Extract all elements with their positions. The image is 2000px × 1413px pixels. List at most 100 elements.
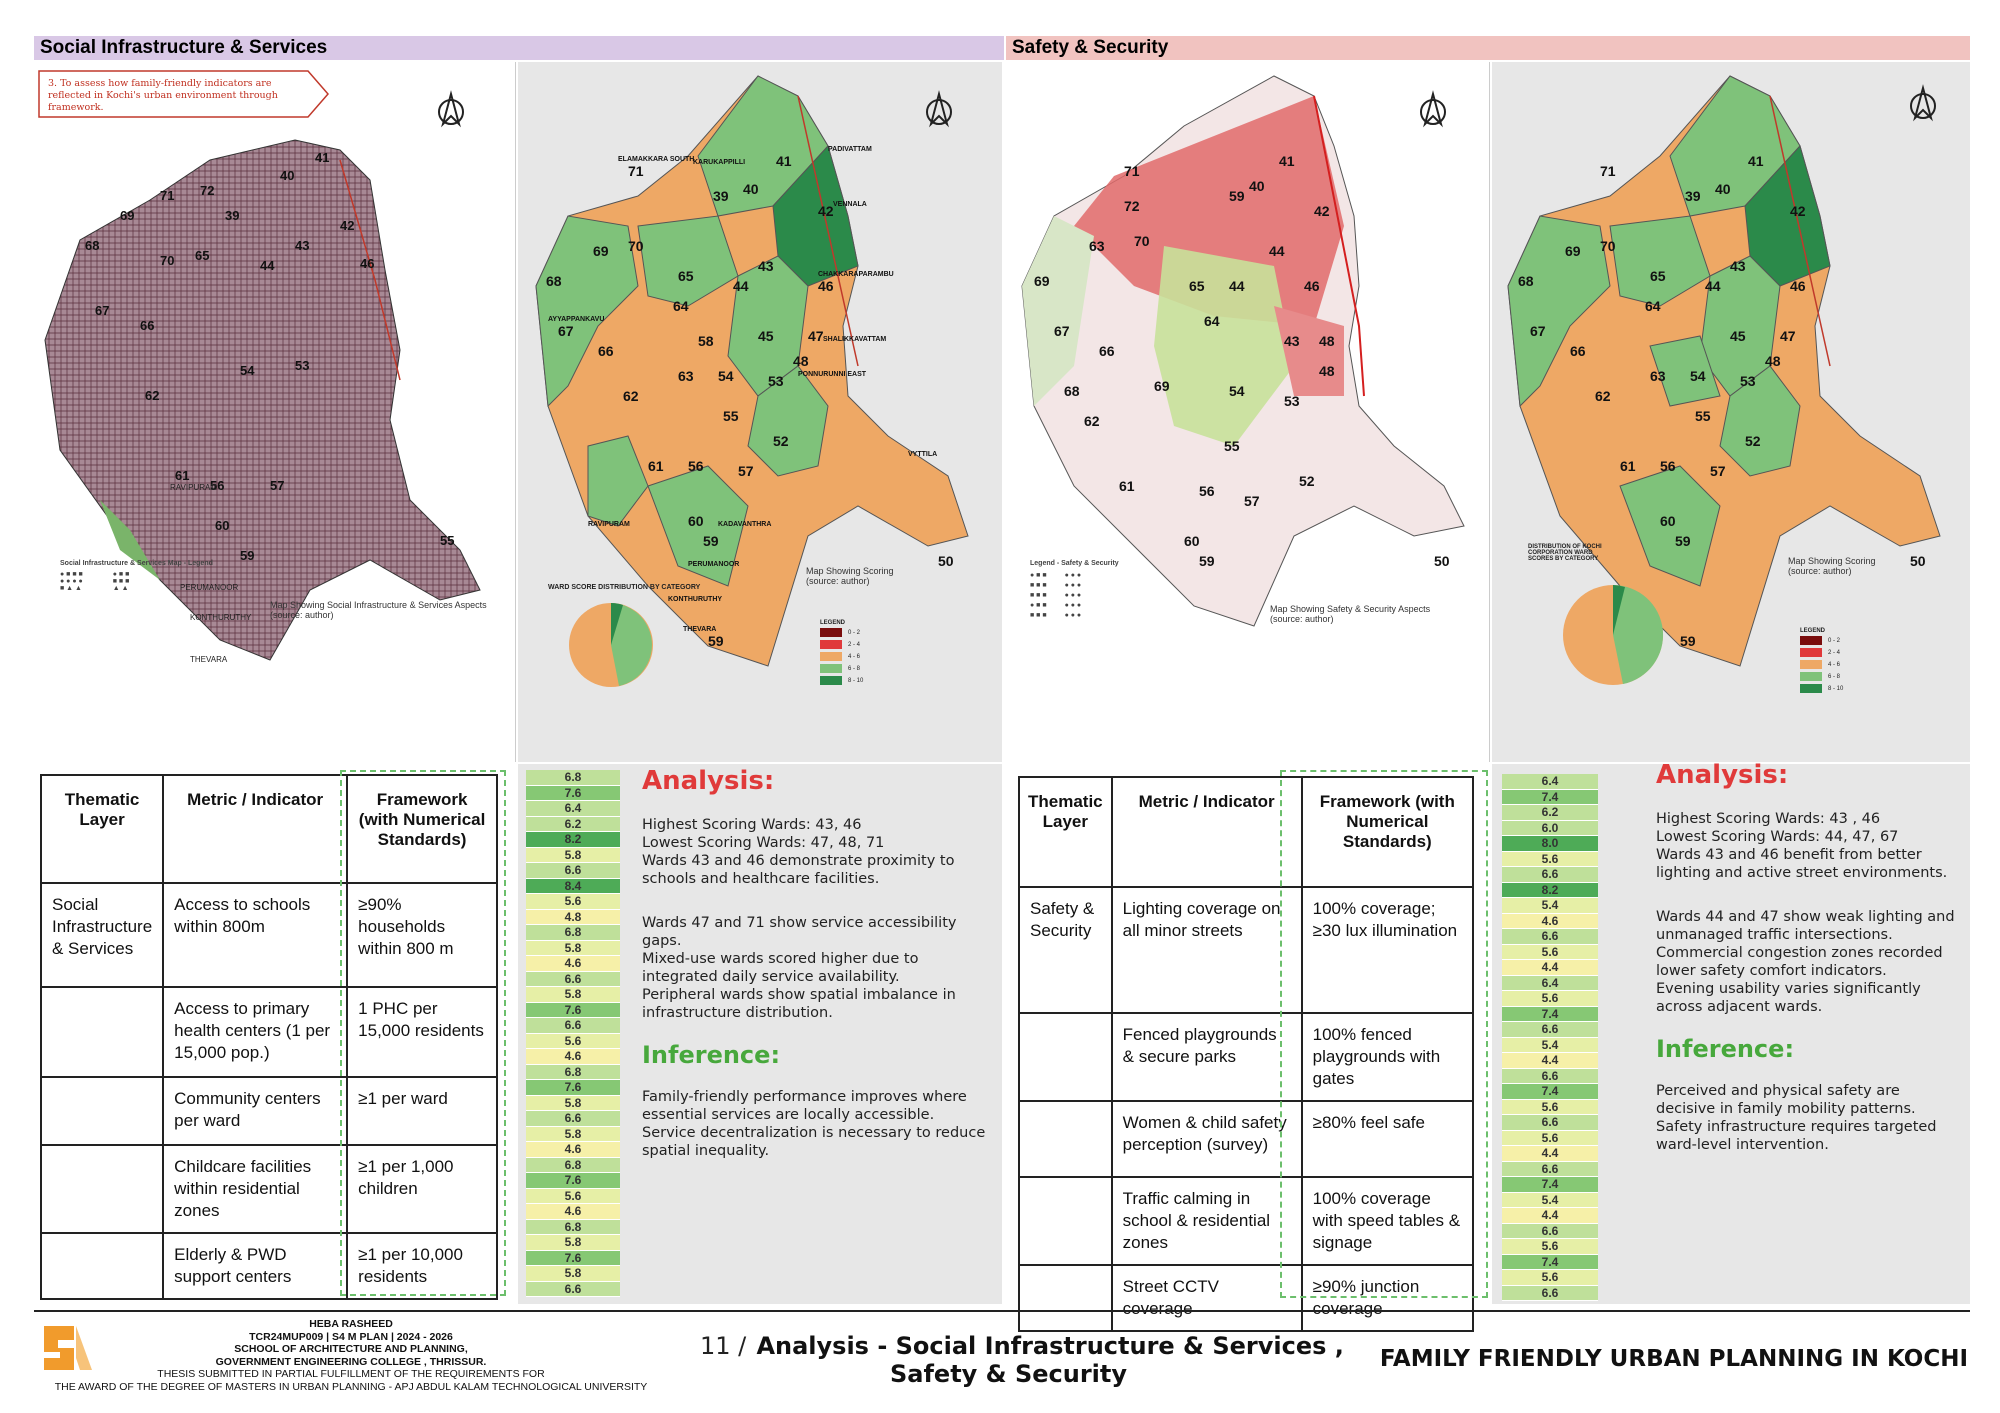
svg-text:64: 64 (673, 298, 689, 314)
ward-score-cell: 6.4 (526, 801, 620, 817)
table-row: Social Infrastructure & Services Access t… (39, 882, 498, 988)
ward-score-cell: 5.4 (1502, 1192, 1598, 1208)
ward-score-cell: 4.4 (1502, 960, 1598, 976)
svg-text:43: 43 (295, 238, 309, 253)
legend-label: 4 - 6 (1828, 661, 1841, 668)
legend-label: 2 - 4 (1828, 649, 1841, 656)
ward-score-cell: 5.6 (526, 1033, 620, 1049)
svg-text:52: 52 (1745, 433, 1761, 449)
svg-text:42: 42 (340, 218, 354, 233)
analysis-paragraph: Wards 44 and 47 show weak lighting and u… (1656, 909, 1955, 1015)
svg-text:46: 46 (1790, 278, 1806, 294)
north-arrow-icon (1420, 90, 1446, 128)
footer-author-block: HEBA RASHEED TCR24MUP009 | S4 M PLAN | 2… (36, 1318, 666, 1393)
table-row: Childcare facilities within residential … (39, 1144, 498, 1234)
svg-text:57: 57 (1244, 493, 1260, 509)
svg-text:40: 40 (743, 181, 759, 197)
svg-text:60: 60 (688, 513, 704, 529)
ward-score-cell: 5.6 (1502, 1270, 1598, 1286)
table-header: Framework (with Numerical Standards) (346, 774, 498, 884)
ward-score-cell: 5.8 (526, 987, 620, 1003)
ward-score-cell: 6.6 (526, 863, 620, 879)
svg-text:70: 70 (628, 238, 644, 254)
legend-label: 0 - 2 (848, 629, 861, 636)
ward-score-cell: 6.6 (526, 971, 620, 987)
safety-map-caption: Map Showing Safety & Security Aspects (s… (1270, 604, 1431, 624)
ward-score-cell: 6.8 (526, 1157, 620, 1173)
svg-text:48: 48 (1319, 333, 1335, 349)
svg-text:41: 41 (315, 150, 329, 165)
svg-text:68: 68 (1518, 273, 1534, 289)
svg-text:72: 72 (200, 183, 214, 198)
svg-text:40: 40 (280, 168, 294, 183)
social-map-legend: Social Infrastructure & Services Map - L… (60, 560, 300, 592)
page-title: 11 / Analysis - Social Infrastructure & … (700, 1332, 1344, 1388)
svg-text:67: 67 (1054, 323, 1070, 339)
ward-scores-safety: 6.4 7.4 6.2 6.0 8.0 5.6 6.6 8.2 5.4 4.6 6.6 5.6 4.4 6… (1502, 774, 1598, 1301)
ward-score-cell: 4.8 (526, 909, 620, 925)
svg-text:THEVARA: THEVARA (190, 655, 228, 664)
svg-text:39: 39 (225, 208, 239, 223)
svg-text:59: 59 (240, 548, 254, 563)
svg-text:45: 45 (1730, 328, 1746, 344)
ward-score-cell: 6.6 (1502, 1223, 1598, 1239)
callout-arrow-box (38, 70, 329, 118)
svg-text:RAVIPURAM: RAVIPURAM (170, 483, 217, 492)
svg-text:47: 47 (1780, 328, 1796, 344)
svg-text:48: 48 (1319, 363, 1335, 379)
section-bar-safety: Safety & Security (1006, 36, 1970, 60)
svg-text:69: 69 (120, 208, 134, 223)
ward-score-cell: 6.6 (1502, 1161, 1598, 1177)
analysis-paragraph: Highest Scoring Wards: 43 , 46 Lowest Sc… (1656, 811, 1948, 881)
svg-text:54: 54 (1690, 368, 1706, 384)
svg-text:69: 69 (1565, 243, 1581, 259)
ward-score-cell: 7.6 (526, 785, 620, 801)
score-legend-left: LEGEND 0 - 2 2 - 4 4 - 6 6 - 8 8 - 10 (820, 620, 863, 688)
author-name: HEBA RASHEED (309, 1318, 393, 1330)
svg-text:42: 42 (1314, 203, 1330, 219)
legend-swatch (1800, 636, 1822, 645)
social-infrastructure-map: 40 41 42 43 44 46 70 65 68 69 67 66 54 53 62 61 56 5… (44, 139, 481, 664)
page-title-line2: Safety & Security (890, 1360, 1128, 1388)
svg-text:SHALIKKAVATTAM: SHALIKKAVATTAM (823, 336, 886, 343)
svg-text:66: 66 (1099, 343, 1115, 359)
svg-text:CHAKKARAPARAMBU: CHAKKARAPARAMBU (818, 271, 894, 278)
svg-text:41: 41 (776, 153, 792, 169)
score-legend-right: LEGEND 0 - 2 2 - 4 4 - 6 6 - 8 8 - 10 (1800, 628, 1843, 696)
svg-text:43: 43 (758, 258, 774, 274)
svg-text:46: 46 (818, 278, 834, 294)
svg-text:AYYAPPANKAVU: AYYAPPANKAVU (548, 316, 604, 323)
svg-text:64: 64 (1204, 313, 1220, 329)
legend-label: 0 - 2 (1828, 637, 1841, 644)
svg-text:39: 39 (713, 188, 729, 204)
ward-score-cell: 5.6 (1502, 1099, 1598, 1115)
student-id: TCR24MUP009 | S4 M PLAN | 2024 - 2026 (249, 1330, 453, 1343)
svg-text:65: 65 (195, 248, 209, 263)
legend-label: 4 - 6 (848, 653, 861, 660)
safety-legend-title: Legend - Safety & Security (1030, 560, 1119, 567)
legend-swatch (1800, 648, 1822, 657)
svg-text:64: 64 (1645, 298, 1661, 314)
framework-highlight-safety (1280, 770, 1488, 1298)
svg-text:50: 50 (1434, 553, 1450, 569)
svg-text:57: 57 (738, 463, 754, 479)
ward-score-cell: 7.6 (526, 1250, 620, 1266)
table-row: Elderly & PWD support centers ≥1 per 10,0… (39, 1232, 498, 1300)
ward-score-pie-left (569, 603, 653, 687)
ward-score-cell: 6.6 (526, 1111, 620, 1127)
ward-score-cell: 5.6 (1502, 991, 1598, 1007)
svg-text:67: 67 (1530, 323, 1546, 339)
thesis-note: THESIS SUBMITTED IN PARTIAL FULFILLMENT … (157, 1368, 545, 1380)
svg-text:72: 72 (1124, 198, 1140, 214)
svg-text:ELAMAKKARA SOUTH: ELAMAKKARA SOUTH (618, 156, 694, 163)
framework-table-safety: Thematic Layer Metric / Indicator Framew… (1018, 776, 1475, 1332)
svg-text:56: 56 (210, 478, 224, 493)
legend-swatch (820, 676, 842, 685)
svg-text:62: 62 (1595, 388, 1611, 404)
svg-text:56: 56 (688, 458, 704, 474)
svg-text:48: 48 (1765, 353, 1781, 369)
table-header: Thematic Layer (39, 774, 165, 884)
north-arrow-icon (926, 90, 952, 128)
svg-text:54: 54 (1229, 383, 1245, 399)
